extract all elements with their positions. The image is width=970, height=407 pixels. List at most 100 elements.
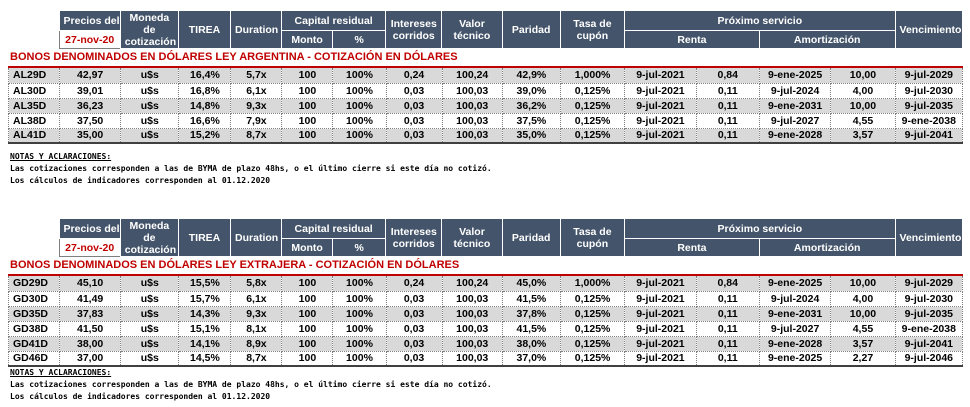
cell-pct: 100%: [332, 68, 387, 84]
cell-ticker: GD29D: [7, 276, 61, 292]
bond-table: GD29D 45,10 u$s 15,5% 5,8x 100 100% 0,24 100,24 4…: [7, 276, 964, 367]
cell-pct: 100%: [332, 98, 387, 114]
cell-monto: 100: [281, 291, 334, 307]
cell-duration: 9,3x: [230, 98, 283, 114]
cell-ticker: AL30D: [7, 83, 61, 99]
cell-valor-tecnico: 100,03: [442, 351, 503, 367]
header-blank: [8, 30, 60, 49]
notes-heading: NOTAS Y ACLARACIONES:: [10, 152, 112, 161]
cell-vencimiento: 9-jul-2035: [895, 306, 964, 322]
header-moneda: Moneda de cotización: [119, 10, 179, 49]
table-row: GD41D 38,00 u$s 14,1% 8,9x 100 100% 0,03 100,03 3…: [7, 336, 964, 352]
cell-intereses: 0,03: [386, 113, 443, 129]
cell-amort-valor: 10,00: [830, 98, 896, 114]
cell-paridad: 45,0%: [502, 276, 561, 292]
cell-tasa-cupon: 1,000%: [560, 68, 626, 84]
cell-ticker: GD38D: [7, 321, 61, 337]
cell-amort-valor: 3,57: [830, 336, 896, 352]
cell-tirea: 16,6%: [178, 113, 232, 129]
cell-renta-fecha: 9-jul-2021: [624, 306, 697, 322]
cell-intereses: 0,24: [386, 68, 443, 84]
cell-pct: 100%: [332, 128, 387, 144]
cell-tasa-cupon: 0,125%: [560, 113, 626, 129]
cell-pct: 100%: [332, 336, 387, 352]
header-duration: Duration: [230, 218, 283, 257]
cell-renta-fecha: 9-jul-2021: [624, 291, 697, 307]
cell-renta-valor: 0,11: [696, 306, 760, 322]
header-capital-residual: Capital residual: [281, 10, 387, 31]
cell-tasa-cupon: 0,125%: [560, 98, 626, 114]
header-renta: Renta: [624, 238, 760, 257]
cell-monto: 100: [281, 321, 334, 337]
header-paridad: Paridad: [501, 218, 561, 257]
table-row: AL38D 37,50 u$s 16,6% 7,9x 100 100% 0,03 100,03 3…: [7, 113, 964, 129]
table-row: AL35D 36,23 u$s 14,8% 9,3x 100 100% 0,03 100,03 3…: [7, 98, 964, 114]
cell-ticker: GD46D: [7, 351, 61, 367]
header-paridad: Paridad: [501, 10, 561, 49]
cell-amort-valor: 10,00: [830, 306, 896, 322]
cell-amort-fecha: 9-ene-2025: [759, 68, 832, 84]
cell-precio: 36,23: [59, 98, 122, 114]
cell-precio: 45,10: [59, 276, 122, 292]
cell-monto: 100: [281, 113, 334, 129]
cell-precio: 37,50: [59, 113, 122, 129]
cell-tirea: 14,3%: [178, 306, 232, 322]
header-amortizacion: Amortización: [758, 238, 896, 257]
cell-amort-fecha: 9-ene-2025: [759, 351, 832, 367]
header-capital-residual: Capital residual: [281, 218, 387, 239]
header-intereses-corridos: Intereses corridos: [385, 10, 443, 49]
cell-renta-valor: 0,11: [696, 291, 760, 307]
cell-duration: 6,1x: [230, 291, 283, 307]
cell-tirea: 15,2%: [178, 128, 232, 144]
cell-renta-fecha: 9-jul-2021: [624, 351, 697, 367]
cell-vencimiento: 9-jul-2030: [895, 291, 964, 307]
header-blank: [8, 10, 60, 31]
cell-vencimiento: 9-ene-2038: [895, 321, 964, 337]
cell-intereses: 0,03: [386, 336, 443, 352]
cell-duration: 6,1x: [230, 83, 283, 99]
cell-moneda: u$s: [120, 351, 180, 367]
cell-duration: 8,7x: [230, 128, 283, 144]
table-row: GD38D 41,50 u$s 15,1% 8,1x 100 100% 0,03 100,03 4…: [7, 321, 964, 337]
table-row: GD29D 45,10 u$s 15,5% 5,8x 100 100% 0,24 100,24 4…: [7, 276, 964, 292]
cell-paridad: 41,5%: [502, 291, 561, 307]
cell-tirea: 16,4%: [178, 68, 232, 84]
cell-tirea: 14,5%: [178, 351, 232, 367]
notes-heading: NOTAS Y ACLARACIONES:: [10, 368, 112, 377]
cell-amort-fecha: 9-ene-2028: [759, 128, 832, 144]
header-tirea: TIREA: [177, 10, 232, 49]
cell-precio: 41,49: [59, 291, 122, 307]
cell-precio: 41,50: [59, 321, 122, 337]
cell-valor-tecnico: 100,03: [442, 83, 503, 99]
cell-vencimiento: 9-jul-2046: [895, 351, 964, 367]
cell-valor-tecnico: 100,03: [442, 336, 503, 352]
cell-vencimiento: 9-jul-2030: [895, 83, 964, 99]
section-title: BONOS DENOMINADOS EN DÓLARES LEY ARGENTI…: [8, 49, 963, 68]
cell-paridad: 42,9%: [502, 68, 561, 84]
cell-tasa-cupon: 0,125%: [560, 321, 626, 337]
cell-monto: 100: [281, 306, 334, 322]
header-precios-del: Precios del: [58, 10, 121, 31]
cell-monto: 100: [281, 351, 334, 367]
cell-tirea: 14,8%: [178, 98, 232, 114]
cell-renta-fecha: 9-jul-2021: [624, 68, 697, 84]
cell-pct: 100%: [332, 83, 387, 99]
cell-tirea: 15,5%: [178, 276, 232, 292]
cell-renta-fecha: 9-jul-2021: [624, 336, 697, 352]
cell-vencimiento: 9-jul-2029: [895, 68, 964, 84]
cell-ticker: AL29D: [7, 68, 61, 84]
cell-pct: 100%: [332, 276, 387, 292]
cell-valor-tecnico: 100,03: [442, 306, 503, 322]
table-row: AL30D 39,01 u$s 16,8% 6,1x 100 100% 0,03 100,03 3…: [7, 83, 964, 99]
cell-amort-valor: 4,00: [830, 291, 896, 307]
cell-valor-tecnico: 100,03: [442, 98, 503, 114]
cell-paridad: 37,8%: [502, 306, 561, 322]
cell-monto: 100: [281, 83, 334, 99]
cell-valor-tecnico: 100,03: [442, 128, 503, 144]
header-proximo-servicio: Próximo servicio: [624, 218, 896, 239]
header-amortizacion: Amortización: [758, 30, 896, 49]
cell-intereses: 0,03: [386, 351, 443, 367]
cell-duration: 8,1x: [230, 321, 283, 337]
cell-ticker: AL38D: [7, 113, 61, 129]
cell-moneda: u$s: [120, 83, 180, 99]
